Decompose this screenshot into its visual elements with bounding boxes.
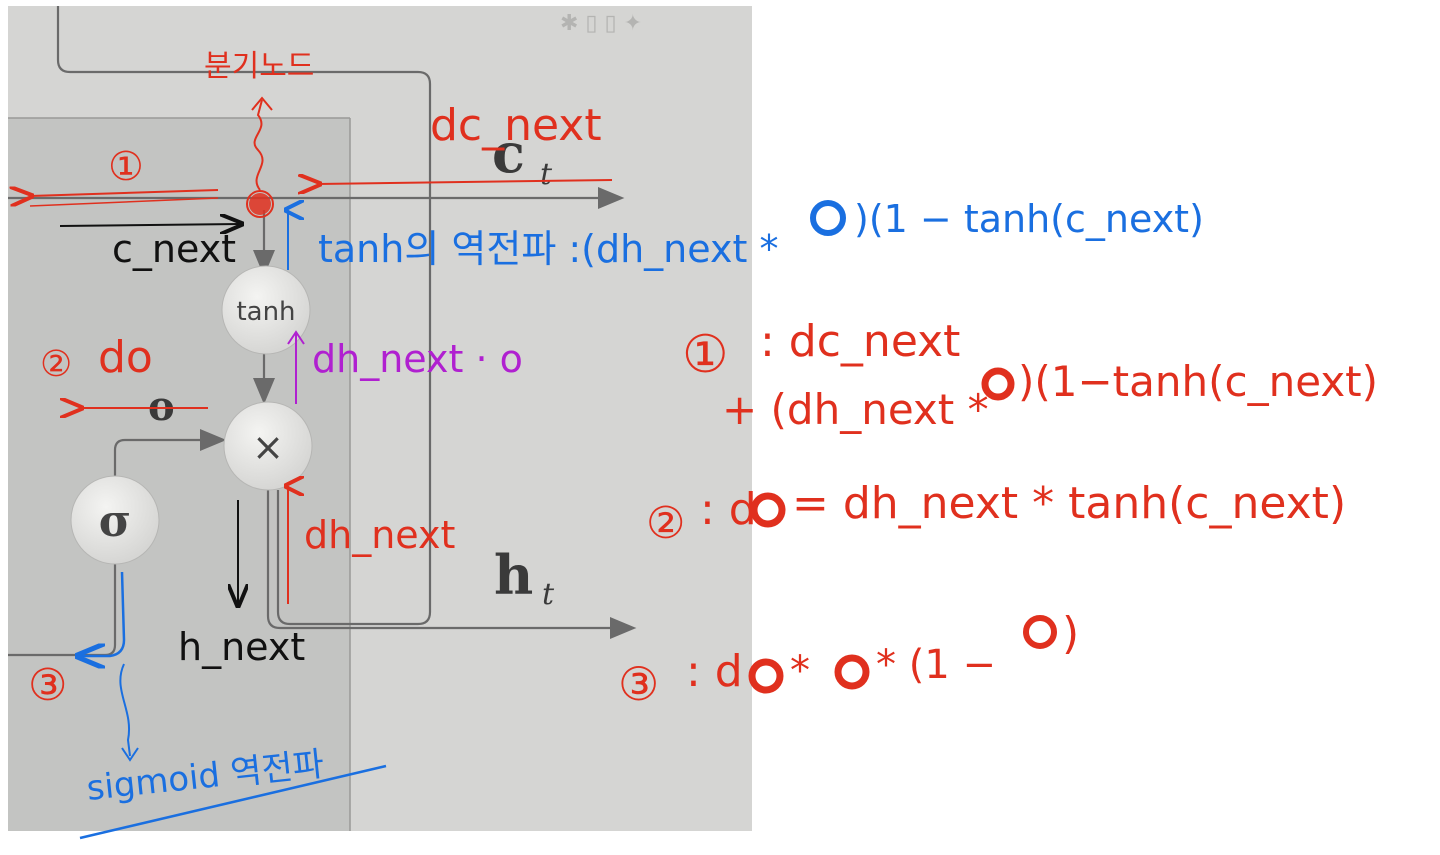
sigma-label: σ (99, 496, 131, 547)
equation-1: ① : dc_next + (dh_next * )(1−tanh(c_next… (682, 316, 1378, 434)
circle-1-arrow (30, 190, 219, 196)
dh-next-note: dh_next (304, 513, 455, 557)
circle-2-note: ② (40, 344, 72, 385)
branch-node-marker (246, 190, 274, 218)
eq3-b: * (790, 648, 810, 694)
ct-subscript: t (540, 157, 553, 192)
eq1-label: ① (682, 325, 729, 385)
tanh-backprop-note: tanh의 역전파 :(dh_next * (318, 227, 778, 271)
eq1-line2a: + (dh_next * (722, 385, 989, 434)
sigma-node: σ (70, 475, 160, 565)
equation-3: ③ : d * * (1 − ) (618, 608, 1079, 711)
eq1-line1: : dc_next (760, 316, 960, 367)
tanh-node: tanh (221, 265, 311, 355)
o-circle (748, 658, 784, 694)
o-circle (1023, 615, 1057, 649)
do-note: do (98, 332, 153, 383)
circle-1-note: ① (108, 144, 144, 190)
c-next-arrow (59, 224, 240, 226)
o-circle-blue (810, 200, 846, 236)
sigmoid-underline (79, 764, 387, 840)
dh-next-o-note: dh_next · o (312, 337, 523, 381)
o-circle (834, 654, 870, 690)
o-circle (981, 367, 1015, 401)
photo-background: ✱ ▯ ▯ ✦ (8, 6, 752, 831)
tanh-label: tanh (236, 297, 295, 327)
ct-label: c (492, 121, 525, 185)
multiply-node: × (223, 401, 313, 491)
faint-text: ✱ ▯ ▯ ✦ (560, 11, 642, 36)
eq3-label: ③ (618, 657, 659, 711)
tanh-backprop-tail: )(1 − tanh(c_next) (854, 197, 1204, 241)
eq2-b: = dh_next * tanh(c_next) (792, 478, 1346, 529)
eq3-d: ) (1062, 608, 1079, 659)
branch-squiggle (253, 99, 264, 191)
eq1-line2b: )(1−tanh(c_next) (1018, 357, 1378, 406)
eq2-label: ② (646, 498, 685, 549)
o-label: o (148, 383, 175, 430)
branch-node-note: 분기노드 (204, 49, 314, 84)
eq3-a: : d (686, 646, 743, 697)
multiply-label: × (252, 425, 284, 469)
ht-subscript: t (542, 577, 555, 612)
o-circle (750, 492, 786, 528)
printed-diagram-lines (8, 6, 637, 657)
eq2-a: : d (700, 484, 757, 535)
printed-labels: c t h t o (148, 121, 555, 612)
circle-3-note: ③ (28, 660, 67, 711)
dc-next-top-note: dc_next (430, 100, 602, 151)
sigmoid-back-arrow (80, 571, 126, 656)
equation-2: ② : d = dh_next * tanh(c_next) (646, 478, 1346, 549)
c-next-note: c_next (112, 227, 236, 271)
eq3-c: * (1 − (876, 642, 996, 688)
h-next-note: h_next (178, 625, 305, 669)
ht-label: h (494, 543, 533, 607)
dc-next-arrow (318, 180, 613, 184)
sigmoid-squiggle (119, 663, 131, 757)
